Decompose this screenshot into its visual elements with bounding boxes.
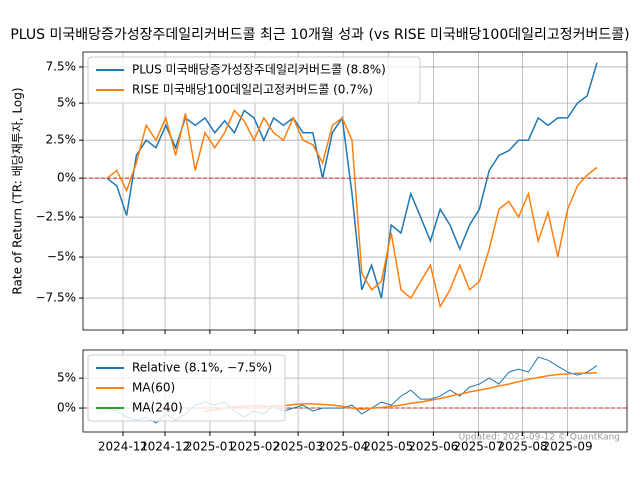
y-tick-label: 0%	[57, 171, 76, 185]
y-axis-label: Rate of Return (TR: 배당재투자, Log)	[11, 87, 25, 294]
legend-label: PLUS 미국배당증가성장주데일리커버드콜 (8.8%)	[132, 63, 386, 77]
x-tick-label: 2025-01	[185, 440, 235, 454]
legend-label: MA(60)	[132, 381, 175, 395]
plot-frame	[82, 349, 628, 433]
x-tick-label: 2025-06	[408, 440, 458, 454]
watermark: Updated: 2025-09-12 © QuantKang	[459, 433, 620, 443]
x-tick-label: 2024-11	[98, 440, 148, 454]
chart-title: PLUS 미국배당증가성장주데일리커버드콜 최근 10개월 성과 (vs RIS…	[10, 27, 629, 43]
x-tick-label: 2025-09	[543, 440, 593, 454]
series-line	[106, 62, 598, 299]
x-tick-label: 2025-05	[363, 440, 413, 454]
legend-label: MA(240)	[132, 401, 183, 415]
legend-box	[87, 56, 421, 104]
legend-box	[87, 354, 286, 422]
y-tick-label: −2.5%	[35, 210, 76, 224]
legend-label: Relative (8.1%, −7.5%)	[132, 361, 272, 375]
x-tick-label: 2025-04	[318, 440, 368, 454]
x-tick-label: 2025-08	[497, 440, 547, 454]
y-tick-label: 7.5%	[46, 59, 77, 73]
x-tick-label: 2025-03	[273, 440, 323, 454]
x-tick-label: 2024-12	[140, 440, 190, 454]
y-tick-label: 0%	[57, 401, 76, 415]
x-tick-label: 2025-07	[453, 440, 503, 454]
legend-label: RISE 미국배당100데일리고정커버드콜 (0.7%)	[132, 83, 373, 97]
plot-frame	[82, 51, 628, 331]
x-tick-label: 2025-02	[230, 440, 280, 454]
y-tick-label: 5%	[57, 371, 76, 385]
y-tick-label: 2.5%	[46, 133, 77, 147]
y-tick-label: −5%	[47, 250, 76, 264]
y-tick-label: 5%	[57, 96, 76, 110]
series-line	[106, 109, 598, 309]
y-tick-label: −7.5%	[35, 291, 76, 305]
